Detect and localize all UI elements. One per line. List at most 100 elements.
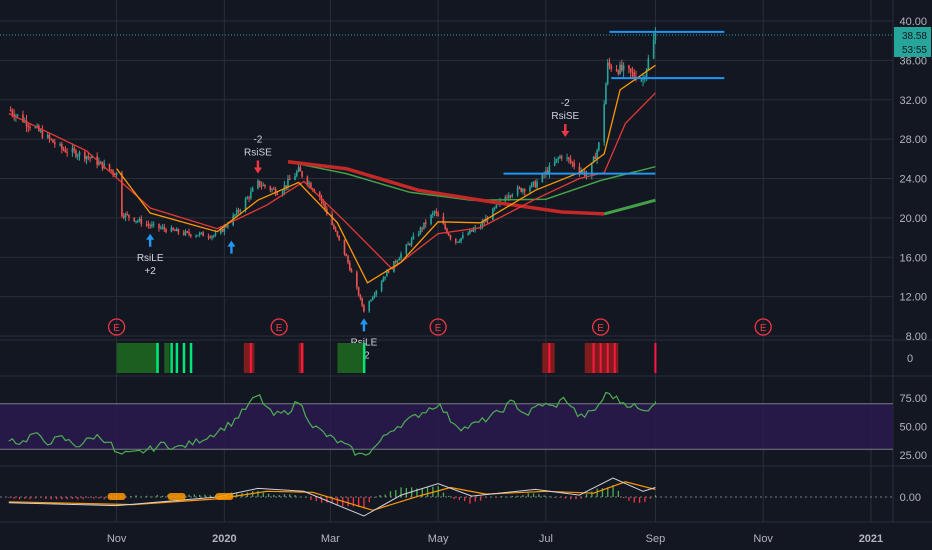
candle-body (410, 238, 413, 245)
macd-histogram-bar (352, 497, 355, 507)
candle-body (442, 216, 445, 225)
macd-histogram-bar (320, 497, 323, 503)
macd-histogram-bar (209, 495, 211, 497)
candle-body (161, 227, 164, 229)
candle-body (610, 65, 613, 70)
candle-body (469, 230, 471, 234)
sma-red-line (287, 160, 605, 216)
candle-body (640, 79, 643, 81)
candle-body (281, 191, 284, 195)
candle-body (11, 110, 14, 115)
earnings-marker[interactable]: E (591, 318, 610, 336)
earnings-icon (591, 318, 610, 336)
candle-body (382, 278, 385, 282)
candle-body (647, 58, 650, 70)
candle-body (536, 181, 538, 188)
candle-body (380, 281, 383, 291)
countdown-label: 53:55 (902, 45, 927, 56)
candle-body (621, 64, 623, 71)
candle-body (511, 194, 514, 196)
macd-histogram-bar (29, 497, 31, 500)
earnings-marker[interactable]: E (754, 318, 772, 336)
candle-body (529, 187, 531, 192)
signal-label: RsiSE (244, 147, 272, 158)
candle-body (9, 109, 12, 111)
candle-body (220, 229, 222, 234)
candle-body (211, 236, 213, 238)
candle-body (175, 229, 178, 232)
candle-body (419, 227, 422, 234)
earnings-marker[interactable]: E (429, 318, 447, 336)
earnings-marker[interactable]: E (107, 318, 126, 336)
macd-histogram-bar (474, 497, 476, 502)
candle-body (541, 173, 544, 182)
strategy-signal-long[interactable] (227, 240, 236, 254)
macd-histogram-bar (236, 493, 238, 497)
macd-histogram-bar (379, 494, 381, 497)
strategy-signal-long[interactable]: RsiLE +2 (137, 233, 164, 277)
strip-green-bar (156, 343, 159, 373)
candle-body (239, 210, 242, 212)
candle-body (214, 233, 217, 236)
macd-histogram-bar (40, 497, 42, 498)
candle-body (209, 237, 212, 239)
candle-body (430, 214, 432, 224)
candle-body (407, 243, 409, 245)
candle-body (52, 139, 54, 143)
candle-body (472, 229, 475, 232)
candle-body (237, 210, 240, 212)
macd-histogram-bar (559, 497, 561, 498)
strategy-signal-short[interactable]: -2 RsiSE (551, 98, 580, 138)
candle-body (310, 183, 312, 189)
candle-body (262, 184, 265, 186)
candle-body (361, 298, 363, 306)
strip-red-bar (613, 343, 616, 373)
candle-body (548, 165, 551, 174)
macd-histogram-bar (305, 496, 307, 498)
candle-body (645, 69, 648, 78)
candle-body (585, 175, 588, 177)
candle-body (27, 126, 30, 128)
candle-body (456, 241, 459, 243)
rsi-axis-tick: 25.00 (899, 450, 927, 462)
macd-histogram-bar (294, 495, 296, 497)
macd-histogram-bar (400, 487, 402, 497)
candle-body (188, 231, 190, 235)
candle-body (151, 224, 153, 227)
candle-body (124, 213, 127, 218)
candle-body (246, 197, 249, 200)
candle-body (363, 305, 365, 312)
macd-annotation (167, 493, 186, 500)
time-axis-tick: Mar (321, 533, 340, 545)
macd-histogram-bar (146, 495, 148, 497)
earnings-marker[interactable]: E (270, 318, 288, 336)
strategy-signal-short[interactable]: -2 RsiSE (244, 134, 272, 174)
macd-histogram-bar (103, 497, 105, 500)
macd-histogram-bar (395, 490, 397, 497)
strip-red-bar (592, 343, 595, 373)
candle-body (136, 220, 139, 222)
rsi-axis-tick: 50.00 (899, 422, 927, 434)
time-axis-tick: May (428, 533, 449, 545)
candle-body (495, 204, 498, 208)
candle-body (370, 300, 372, 302)
long-arrow-icon (146, 233, 155, 247)
candle-body (61, 143, 63, 150)
candle-body (244, 199, 247, 211)
macd-histogram-bar (98, 497, 100, 499)
macd-histogram-bar (580, 497, 582, 499)
rsi-band (0, 403, 893, 450)
candle-body (386, 271, 388, 277)
candle-body (306, 176, 309, 185)
candle-body (396, 260, 399, 263)
macd-histogram-bar (71, 497, 74, 499)
short-arrow-icon (253, 160, 262, 174)
macd-histogram-bar (495, 497, 498, 498)
candle-body (235, 210, 238, 215)
strip-green-block (116, 343, 159, 373)
strip-red-bar (249, 343, 252, 373)
price-axis-tick: 12.00 (899, 292, 927, 304)
candle-body (534, 181, 537, 188)
candle-body (591, 162, 593, 176)
